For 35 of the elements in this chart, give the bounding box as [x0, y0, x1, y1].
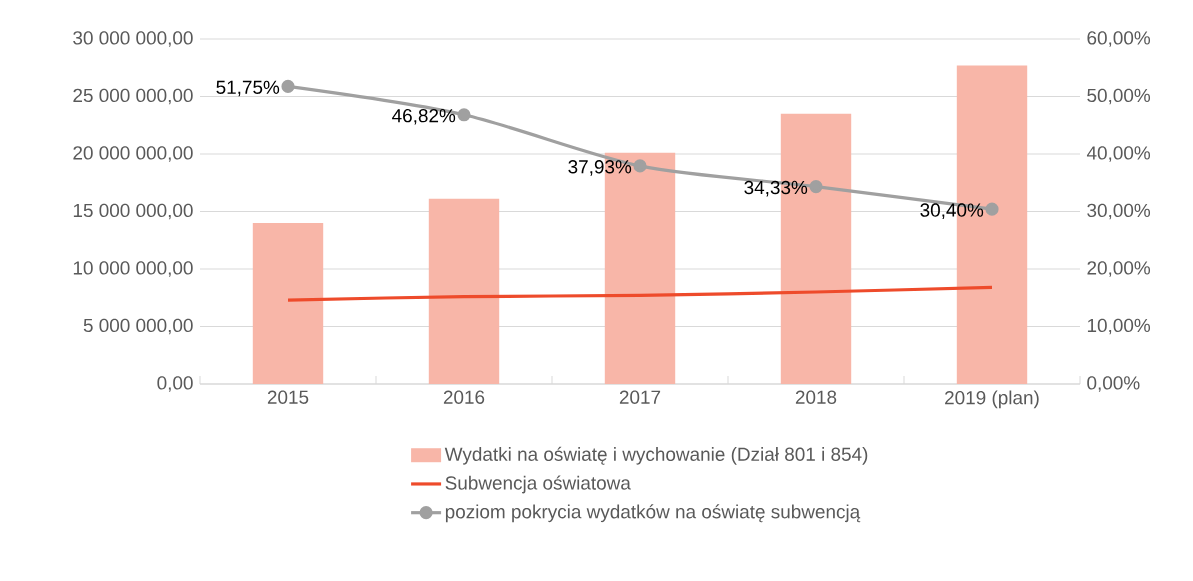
data-label: 51,75% [216, 80, 280, 97]
y2-tick-label: 0,00% [1087, 376, 1140, 392]
x-tick-label: 2017 [619, 390, 661, 404]
legend-label: Wydatki na oświatę i wychowanie (Dział 801 i 854) [444, 446, 868, 465]
data-label: 46,82% [392, 108, 456, 125]
y-tick-label: 15 000 000,00 [73, 203, 193, 220]
x-tick-label: 2015 [267, 390, 309, 404]
x-tick-label: 2016 [443, 390, 485, 404]
y-tick-label: 30 000 000,00 [73, 31, 193, 47]
point [457, 108, 471, 122]
y-tick-label: 10 000 000,00 [73, 261, 193, 277]
legend-label: Subwencja oświatowa [445, 475, 631, 494]
y2-tick-label: 50,00% [1087, 88, 1151, 105]
data-label: 37,93% [568, 160, 632, 176]
point [985, 202, 999, 216]
legend-label: poziom pokrycia wydatków na oświatę subwencją [445, 504, 861, 523]
point [809, 180, 823, 194]
y2-tick-label: 60,00% [1087, 31, 1151, 47]
y2-tick-label: 30,00% [1087, 203, 1151, 220]
y-tick-label: 0,00 [157, 376, 193, 392]
y2-tick-label: 20,00% [1087, 261, 1151, 277]
y2-tick-label: 40,00% [1086, 146, 1151, 162]
point [633, 159, 647, 173]
bar [252, 223, 324, 384]
line-series [286, 285, 994, 302]
y-tick-label: 20 000 000,00 [73, 146, 193, 162]
x-tick-label: 2018 [795, 390, 837, 404]
y-tick-label: 25 000 000,00 [73, 88, 193, 105]
x-tick-label: 2019 (plan) [945, 390, 1039, 409]
bar [428, 198, 500, 384]
data-label: 34,33% [744, 180, 808, 197]
data-label: 30,40% [920, 203, 984, 220]
y2-tick-label: 10,00% [1087, 318, 1151, 335]
point [281, 79, 295, 94]
y-tick-label: 5 000 000,00 [83, 318, 193, 335]
